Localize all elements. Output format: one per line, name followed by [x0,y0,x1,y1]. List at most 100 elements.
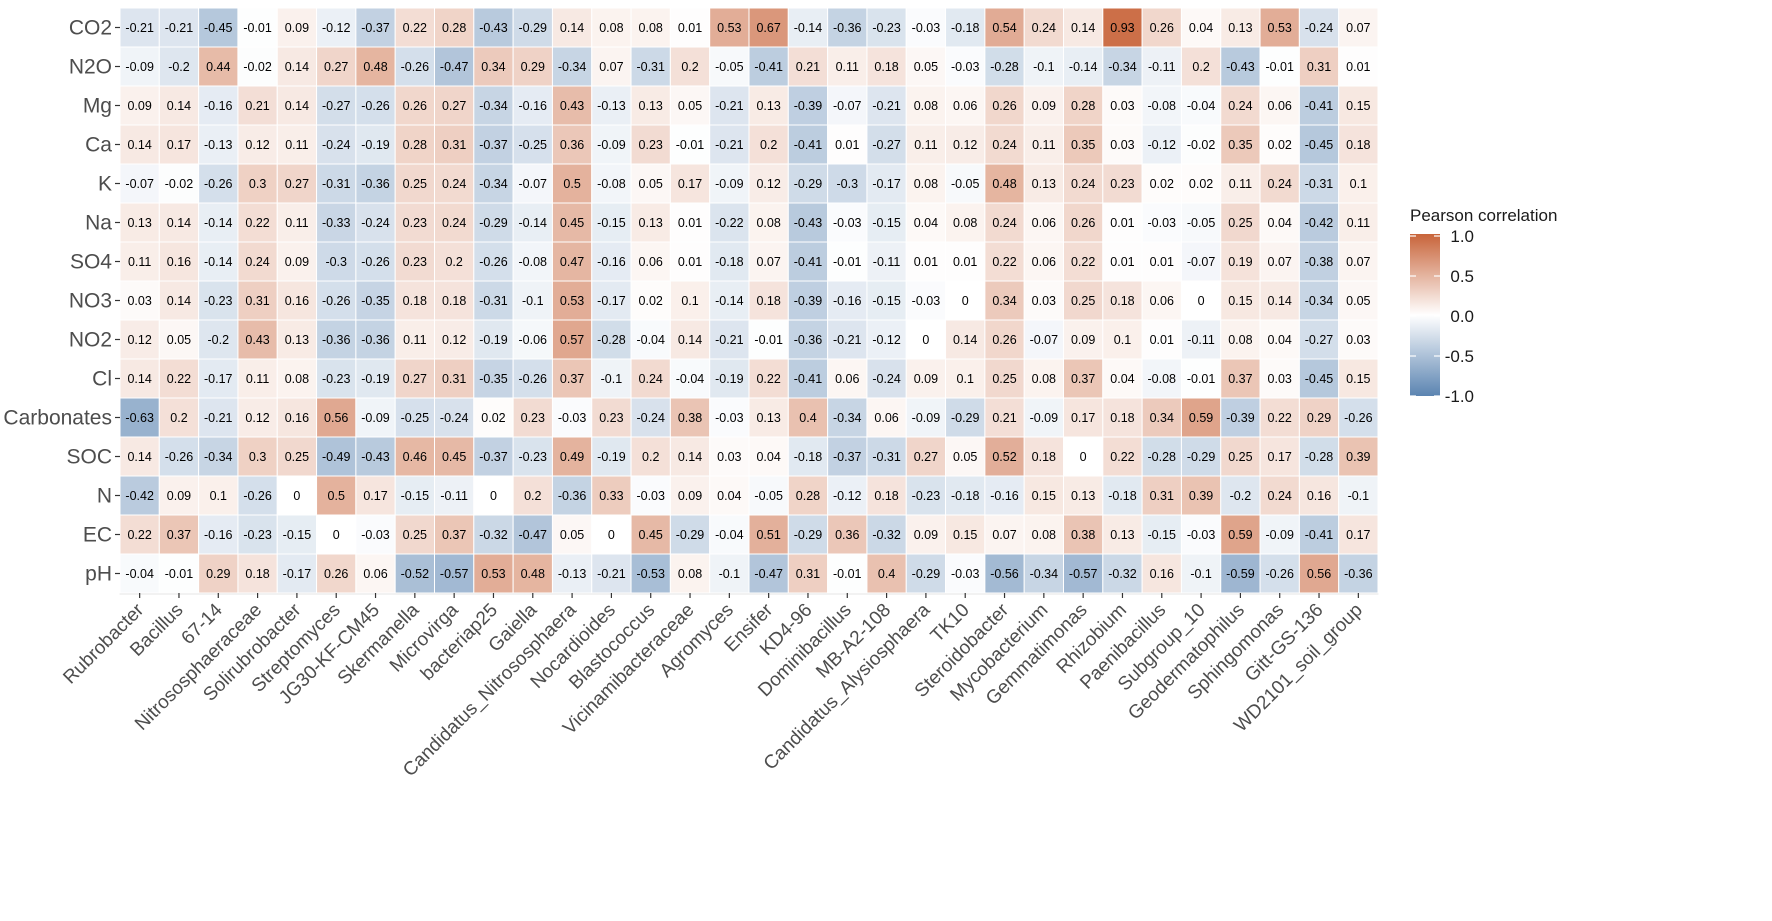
cell-value-label: 0.18 [245,567,269,581]
cell-value-label: 0.1 [210,489,227,503]
cell-value-label: 0.12 [127,333,151,347]
cell-value-label: 0.01 [1150,333,1174,347]
cell-value-label: 0.35 [1228,138,1252,152]
cell-value-label: -0.28 [1305,450,1334,464]
cell-value-label: 0.01 [1110,216,1134,230]
heatmap-cell [984,475,1025,516]
heatmap-cell [669,241,711,282]
heatmap-cell [591,397,632,438]
cell-value-label: 0.27 [403,372,427,386]
cell-value-label: -0.36 [558,489,587,503]
cell-value-label: 0.02 [1150,177,1174,191]
heatmap-cell [945,163,986,204]
heatmap-cell [1259,475,1300,516]
cell-value-label: 0.23 [639,138,663,152]
heatmap-cell [866,280,907,321]
cell-value-label: -0.31 [636,60,665,74]
heatmap-cell [119,7,160,48]
cell-value-label: 0.31 [796,567,820,581]
heatmap-cell [669,7,711,48]
legend-tick-label: 1.0 [1450,227,1474,246]
heatmap-cell [709,163,750,204]
heatmap-cell [1259,124,1300,165]
cell-value-label: 0.06 [1268,99,1292,113]
cell-value-label: -0.19 [479,333,508,347]
heatmap-cell [827,553,868,594]
heatmap-cell [748,202,789,243]
heatmap-cell [827,7,868,48]
cell-value-label: 0.12 [442,333,466,347]
heatmap-cell [709,514,750,555]
cell-value-label: 0.14 [285,60,309,74]
cell-value-label: 0.11 [128,255,151,269]
cell-value-label: 0.34 [992,294,1016,308]
cell-value-label: -0.32 [1108,567,1137,581]
heatmap-cell [1338,280,1379,321]
heatmap-cell [787,46,829,87]
heatmap-cell [1023,85,1064,126]
cell-value-label: -0.07 [519,177,548,191]
heatmap-cell [591,7,632,48]
heatmap-cell [945,7,986,48]
heatmap-cell [355,436,396,477]
heatmap-cell [1338,46,1379,87]
cell-value-label: 0.14 [560,21,584,35]
cell-value-label: -0.01 [243,21,272,35]
heatmap-cell [434,436,475,477]
cell-value-label: 0.45 [442,450,466,464]
cell-value-label: 0.43 [560,99,584,113]
heatmap-cell [630,46,671,87]
cell-value-label: 0.27 [914,450,938,464]
cell-value-label: -0.15 [1148,528,1177,542]
heatmap-cell [669,553,711,594]
cell-value-label: -0.31 [322,177,351,191]
heatmap-cell [394,85,436,126]
heatmap-cell [748,46,789,87]
cell-value-label: 0.21 [992,411,1016,425]
heatmap-cell [1298,85,1340,126]
cell-value-label: 0.43 [245,333,269,347]
cell-value-label: -0.35 [361,294,390,308]
heatmap-cell [512,124,553,165]
cell-value-label: 0.37 [1228,372,1252,386]
y-tick-label: CO2 [69,17,112,40]
heatmap-cell [945,46,986,87]
cell-value-label: 0.09 [285,255,309,269]
heatmap-cell [1259,7,1300,48]
cell-value-label: 0 [608,528,615,542]
cell-value-label: -0.03 [951,60,980,74]
heatmap-cell [1141,475,1182,516]
cell-value-label: -0.23 [912,489,941,503]
heatmap-cell [237,475,278,516]
heatmap-cell [591,358,632,399]
cell-value-label: -0.36 [361,333,390,347]
cell-value-label: 0.13 [639,216,663,230]
heatmap-cell [434,85,475,126]
cell-value-label: -0.39 [794,99,823,113]
heatmap-cell [198,163,239,204]
cell-value-label: -0.08 [519,255,548,269]
legend-title: Pearson correlation [1410,206,1557,225]
cell-value-label: 0.1 [957,372,974,386]
cell-value-label: 0.14 [127,138,151,152]
cell-value-label: -0.16 [990,489,1019,503]
heatmap-cell [748,553,789,594]
cell-value-label: -0.05 [715,60,744,74]
cell-value-label: 0.24 [1032,21,1056,35]
cell-value-label: -0.03 [833,216,862,230]
cell-value-label: 0.93 [1110,21,1134,35]
cell-value-label: 0.01 [1150,255,1174,269]
cell-value-label: -0.07 [125,177,154,191]
heatmap-cell [473,436,514,477]
legend-tick-label: -1.0 [1445,387,1474,406]
heatmap-cell [905,241,947,282]
cell-value-label: -0.14 [204,216,233,230]
cell-value-label: -0.15 [872,216,901,230]
cell-value-label: -0.31 [479,294,508,308]
cell-value-label: -0.43 [479,21,508,35]
cell-value-label: -0.02 [165,177,194,191]
heatmap-cell [158,553,200,594]
cell-value-label: -0.12 [872,333,901,347]
cell-value-label: 0.18 [1110,294,1134,308]
heatmap-cell [591,124,632,165]
